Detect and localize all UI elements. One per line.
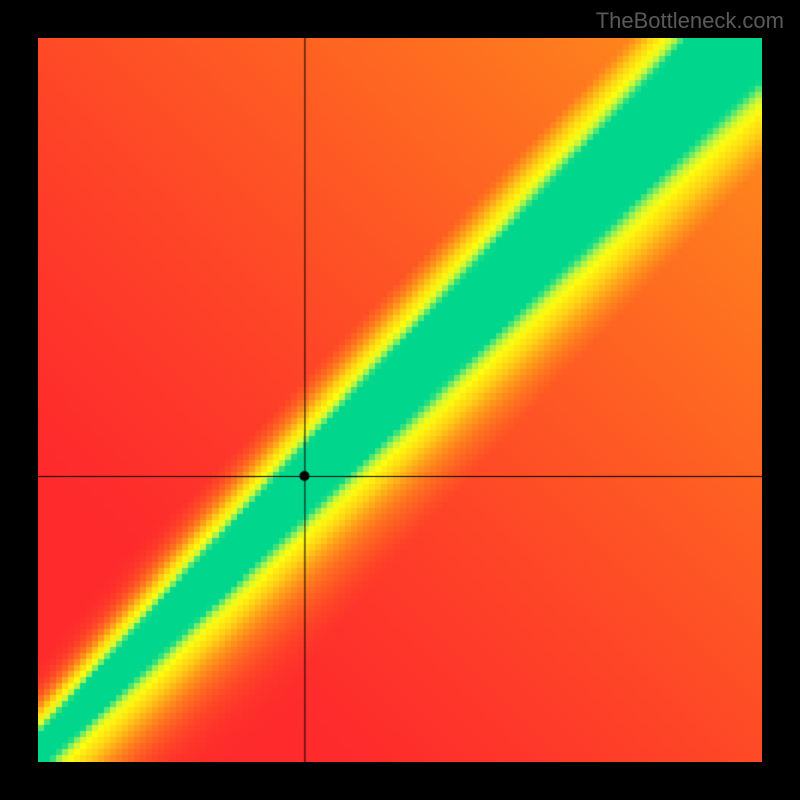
watermark-text: TheBottleneck.com xyxy=(596,8,784,34)
chart-container: TheBottleneck.com xyxy=(0,0,800,800)
crosshair-overlay xyxy=(38,38,762,762)
